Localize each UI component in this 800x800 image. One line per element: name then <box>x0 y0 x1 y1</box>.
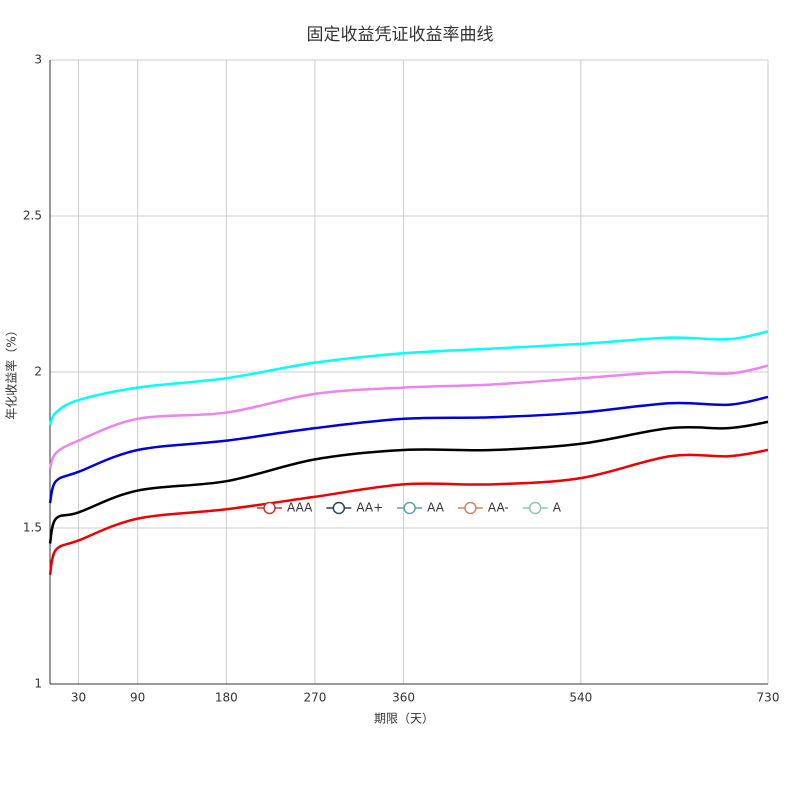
legend-label: AA+ <box>356 501 383 515</box>
x-tick-label: 730 <box>757 691 780 705</box>
legend-label: A <box>553 501 562 515</box>
x-axis-label: 期限（天） <box>374 712 434 726</box>
x-tick-label: 360 <box>392 691 415 705</box>
y-tick-label: 2.5 <box>23 209 42 223</box>
legend-icon <box>528 501 542 515</box>
legend-item: AA+ <box>326 501 383 515</box>
legend-item: AA <box>397 501 445 515</box>
y-tick-label: 1 <box>34 677 42 691</box>
series-line <box>48 420 769 544</box>
x-tick-label: 90 <box>130 691 145 705</box>
legend-item: A <box>522 501 562 515</box>
series-line <box>48 364 769 470</box>
legend-icon <box>332 501 346 515</box>
series-line <box>48 448 769 576</box>
y-tick-label: 3 <box>34 53 42 67</box>
x-tick-label: 180 <box>215 691 238 705</box>
x-tick-label: 270 <box>303 691 326 705</box>
legend: AAA AA+ AA AA- A <box>257 501 562 515</box>
legend-label: AA <box>427 501 445 515</box>
y-axis-label: 年化收益率（%） <box>4 324 19 419</box>
legend-icon <box>263 501 276 515</box>
chart-title: 固定收益凭证收益率曲线 <box>307 25 494 45</box>
legend-item: AA- <box>457 501 509 515</box>
legend-icon <box>464 501 477 515</box>
y-tick-label: 1.5 <box>23 521 42 535</box>
y-tick-label: 2 <box>34 365 42 379</box>
series-line <box>48 330 769 426</box>
legend-label: AAA <box>287 501 313 515</box>
legend-item: AAA <box>257 501 313 515</box>
legend-icon <box>403 501 416 515</box>
series-line <box>48 395 769 504</box>
legend-label: AA- <box>488 501 509 515</box>
x-tick-label: 540 <box>569 691 592 705</box>
x-tick-label: 30 <box>71 691 86 705</box>
